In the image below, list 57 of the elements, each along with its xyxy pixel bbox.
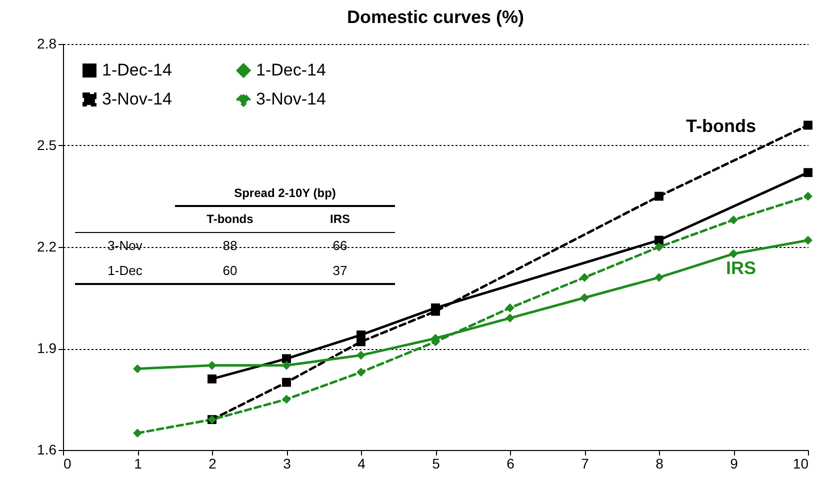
x-tick-label: 4	[358, 456, 366, 472]
chart-title: Domestic curves (%)	[346, 7, 524, 27]
annotation: T-bonds	[686, 116, 756, 137]
x-tick-label: 9	[730, 456, 738, 472]
annotation: 60	[175, 258, 285, 284]
point	[133, 428, 142, 438]
point	[356, 350, 366, 360]
point	[282, 394, 291, 404]
point	[282, 354, 291, 364]
annotation: 3-Nov	[75, 232, 175, 258]
y-tick-label: 1.9	[37, 340, 57, 356]
x-tick-label: 2	[208, 456, 217, 472]
point	[133, 364, 142, 374]
point	[729, 215, 738, 224]
point	[356, 337, 366, 346]
annotation: IRS	[328, 211, 351, 228]
x-tick-label: 1	[134, 456, 142, 472]
x-tick-label: 6	[506, 456, 515, 472]
point	[356, 368, 366, 377]
point	[804, 168, 812, 178]
x-tick-label: 3	[283, 456, 292, 472]
legend-label: 3-Nov-14	[102, 90, 172, 108]
point	[506, 303, 514, 312]
y-tick-label: 2.8	[37, 36, 57, 52]
point	[431, 306, 440, 316]
annotation: T-bonds	[206, 211, 254, 228]
point	[580, 272, 589, 282]
point	[654, 192, 664, 201]
legend-label: 3-Nov-14	[256, 90, 326, 108]
point	[804, 236, 812, 245]
point	[282, 360, 291, 370]
x-tick-label: 10	[792, 456, 809, 472]
point	[654, 242, 664, 252]
annotation: 37	[285, 258, 395, 284]
annotation: 66	[285, 232, 395, 258]
x-tick-label: 5	[432, 456, 440, 472]
point	[804, 120, 812, 130]
point	[208, 360, 216, 370]
point	[208, 374, 216, 384]
point	[804, 192, 812, 201]
x-tick-label: 0	[64, 456, 72, 472]
legend-label: 1-Dec-14	[102, 60, 172, 80]
annotation: 1-Dec	[75, 258, 175, 284]
x-tick-label: 8	[656, 456, 664, 472]
y-tick-label: 2.5	[37, 137, 57, 153]
point	[580, 293, 589, 302]
point	[282, 378, 291, 387]
point	[654, 236, 664, 245]
point	[506, 314, 514, 323]
annotation: IRS	[726, 258, 756, 279]
point	[654, 272, 664, 282]
x-tick-label: 7	[581, 456, 590, 472]
legend-label: 1-Dec-14	[256, 60, 326, 80]
point	[729, 249, 738, 258]
y-tick-label: 1.6	[37, 442, 57, 458]
y-tick-label: 2.2	[37, 238, 57, 254]
annotation: Spread 2-10Y (bp)	[175, 180, 395, 206]
